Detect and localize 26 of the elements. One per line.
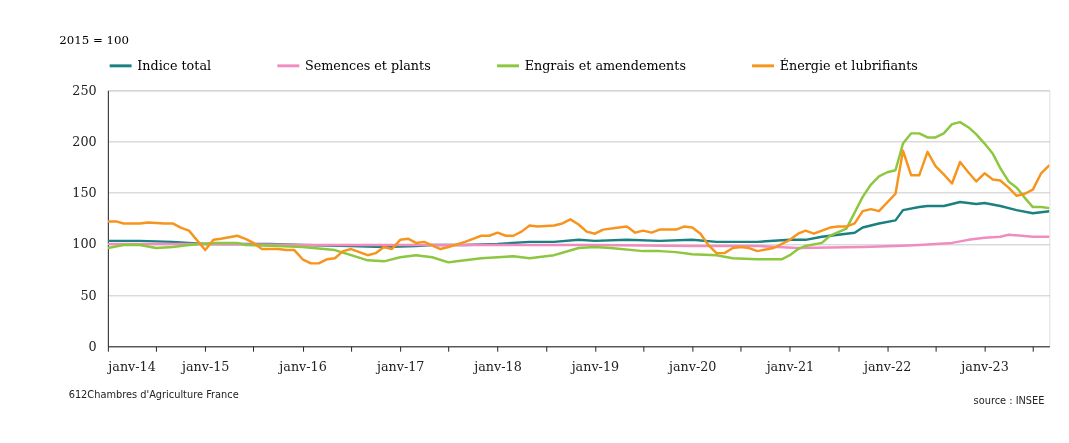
x-tick-label: janv-16 [277,359,327,375]
legend-label: Engrais et amendements [524,57,686,73]
line-series [107,233,1050,250]
legend-label: Énergie et lubrifiants [779,57,918,73]
x-tick-label: janv-22 [861,359,912,375]
x-tick-label: janv-17 [374,359,425,375]
x-tick-label: janv-19 [569,359,620,375]
x-tick-label: janv-15 [180,359,230,375]
legend-label: Semences et plants [305,57,431,73]
x-tick-label: janv-18 [472,359,522,375]
x-tick-label: janv-20 [667,359,717,375]
y-tick-label: 0 [88,338,97,354]
source-note: source : INSEE [973,395,1045,407]
line-series [107,149,1050,265]
x-tick-label: janv-14 [106,359,156,375]
y-axis-title: 2015 = 100 [59,32,129,47]
y-tick-label: 200 [72,133,97,149]
legend-label: Indice total [137,57,212,73]
y-tick-label: 250 [72,82,97,98]
text: 612Chambres d'Agriculture France [68,389,239,401]
y-tick-label: 150 [72,185,97,201]
line-series [107,120,1050,264]
x-tick-label: janv-23 [959,359,1009,375]
x-tick-label: janv-21 [764,359,815,375]
y-tick-label: 50 [80,287,97,303]
y-tick-label: 100 [72,236,97,252]
